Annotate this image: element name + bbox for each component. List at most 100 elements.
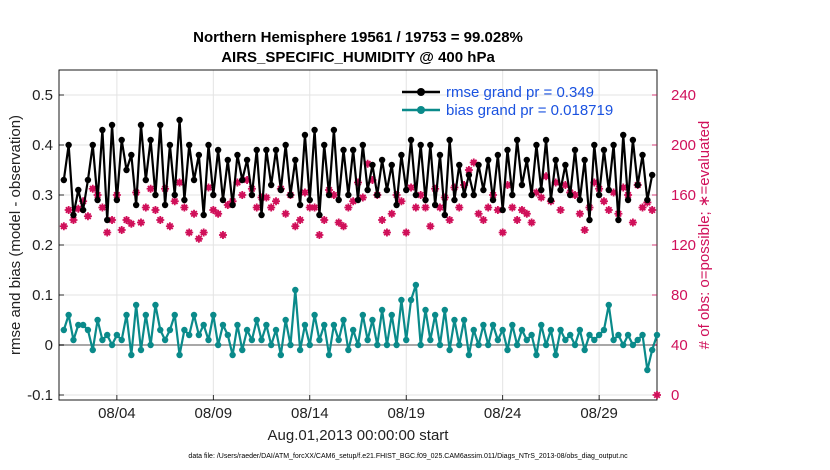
rmse-point [615,216,622,224]
y-tick-label: 0 [45,337,53,354]
bias-point [441,306,449,314]
-obs-possible-point [437,204,443,211]
rmse-point [364,186,371,194]
rmse-point [547,196,555,204]
-obs-evaluated-point [556,206,565,214]
rmse-point [301,131,309,139]
bias-point [128,351,135,359]
-obs-evaluated-point [493,206,502,214]
-obs-evaluated-point [305,203,314,212]
-obs-evaluated-point [580,226,589,234]
rmse-point [292,156,299,164]
rmse-point [147,136,154,144]
rmse-point [186,141,193,149]
rmse-point [528,191,535,199]
-obs-possible-point [422,204,429,211]
bias-point [571,341,579,349]
rmse-point [581,156,588,164]
y-right-tick-label: 120 [671,237,696,254]
bias-point [132,301,140,309]
bias-point [321,321,328,329]
bias-point [523,336,530,344]
rmse-point [132,201,140,209]
-obs-evaluated-point [561,181,570,189]
-obs-possible-point [210,207,217,213]
bias-point [470,326,477,334]
bias-point [113,331,121,339]
-obs-evaluated-point [257,193,266,202]
-obs-evaluated-point [281,209,290,218]
bias-point [427,336,434,344]
-obs-evaluated-point [218,231,227,239]
-obs-evaluated-point [190,209,199,218]
-obs-evaluated-point [411,203,420,212]
-obs-evaluated-point [334,218,343,227]
bias-point [108,341,116,349]
-obs-evaluated-point [238,191,247,199]
y-right-tick-label: 160 [671,187,696,204]
bias-point [84,326,92,334]
-obs-possible-point [345,204,352,211]
bias-point [214,341,222,349]
bias-point [282,316,289,324]
-obs-evaluated-point [329,191,338,199]
-obs-evaluated-point [170,197,179,206]
rmse-point [200,211,207,219]
bias-point [301,321,309,329]
rmse-point [465,171,473,179]
rmse-point [485,156,492,164]
rmse-point [128,151,135,159]
rmse-point [195,151,203,159]
rmse-point [648,171,656,179]
bias-point [118,336,125,344]
-obs-possible-point [639,204,646,211]
-obs-possible-point [89,185,96,192]
y-axis-label-right: # of obs: o=possible; ∗=evaluated [696,121,713,350]
x-tick-label: 08/19 [387,405,425,422]
-obs-possible-point [268,204,274,211]
rmse-point [446,136,453,144]
rmse-point [234,151,241,159]
bias-point [591,336,598,344]
rmse-point [456,161,463,169]
-obs-evaluated-point [74,204,83,213]
rmse-point [600,146,608,154]
-obs-evaluated-point [431,184,440,193]
bias-point [272,326,280,334]
-obs-possible-point [316,232,323,238]
rmse-point [94,196,101,204]
rmse-point [605,186,612,194]
-obs-possible-point [253,204,260,211]
bias-point [552,351,559,359]
y-tick-label: 0.1 [32,287,53,304]
rmse-point [441,211,449,219]
y-tick-label: 0.3 [32,187,53,204]
-obs-evaluated-point [272,197,281,206]
-obs-evaluated-point [638,203,647,212]
rmse-point [624,196,632,204]
-obs-evaluated-point [103,228,112,237]
bias-point [340,316,347,324]
y-tick-label: 0.4 [32,137,53,154]
-obs-evaluated-point [262,193,271,202]
rmse-point [586,216,593,224]
-obs-evaluated-point [320,216,329,224]
bias-point [157,326,164,334]
-obs-possible-point [191,210,197,217]
-obs-possible-point [557,207,564,213]
bias-point [335,336,342,344]
-obs-possible-point [302,189,308,196]
plot-frame [58,69,658,401]
-obs-possible-point [167,223,173,230]
-obs-evaluated-point [378,216,387,224]
bias-point [388,311,395,319]
-obs-possible-point [176,179,183,186]
bias-point [161,336,169,344]
-obs-evaluated-point [136,218,145,227]
-obs-evaluated-point [469,158,478,167]
-obs-evaluated-point [455,203,464,212]
-obs-possible-point [171,198,178,205]
rmse-point [99,126,106,134]
rmse-point [335,196,342,204]
rmse-point [571,146,579,154]
